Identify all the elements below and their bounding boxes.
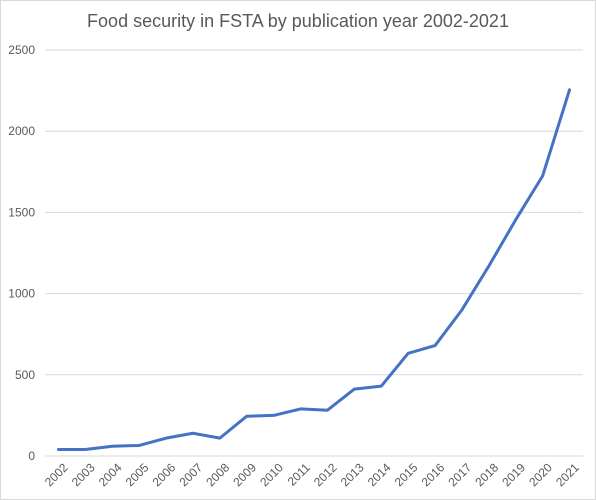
x-tick-label: 2017 — [446, 460, 475, 489]
x-tick-label: 2008 — [203, 460, 232, 489]
x-tick-label: 2013 — [338, 460, 367, 489]
x-tick-label: 2012 — [311, 460, 340, 489]
x-tick-label: 2021 — [553, 460, 582, 489]
y-tick-label: 1000 — [8, 287, 35, 301]
series-line — [56, 88, 572, 451]
y-tick-label: 0 — [28, 449, 35, 463]
x-tick-label: 2019 — [499, 460, 528, 489]
x-tick-label: 2018 — [472, 460, 501, 489]
gridlines — [45, 49, 583, 457]
x-tick-label: 2014 — [365, 460, 394, 489]
x-tick-label: 2009 — [230, 460, 259, 489]
y-tick-label: 2500 — [8, 43, 35, 57]
series-lines — [56, 88, 572, 451]
y-tick-label: 1500 — [8, 205, 35, 219]
x-tick-label: 2002 — [42, 460, 71, 489]
x-tick-label: 2010 — [257, 460, 286, 489]
chart-title: Food security in FSTA by publication yea… — [87, 11, 509, 31]
x-tick-label: 2020 — [526, 460, 555, 489]
x-tick-label: 2016 — [419, 460, 448, 489]
x-tick-label: 2003 — [69, 460, 98, 489]
x-axis-ticks: 2002200320042005200620072008200920102011… — [42, 460, 582, 489]
x-tick-label: 2005 — [123, 460, 152, 489]
x-tick-label: 2011 — [285, 460, 313, 488]
x-tick-label: 2007 — [177, 460, 206, 489]
y-tick-label: 500 — [15, 368, 35, 382]
y-tick-label: 2000 — [8, 124, 35, 138]
y-axis-ticks: 0 500 1000 1500 2000 2500 — [8, 43, 35, 463]
x-tick-label: 2015 — [392, 460, 421, 489]
x-tick-label: 2004 — [96, 460, 125, 489]
x-tick-label: 2006 — [150, 460, 179, 489]
